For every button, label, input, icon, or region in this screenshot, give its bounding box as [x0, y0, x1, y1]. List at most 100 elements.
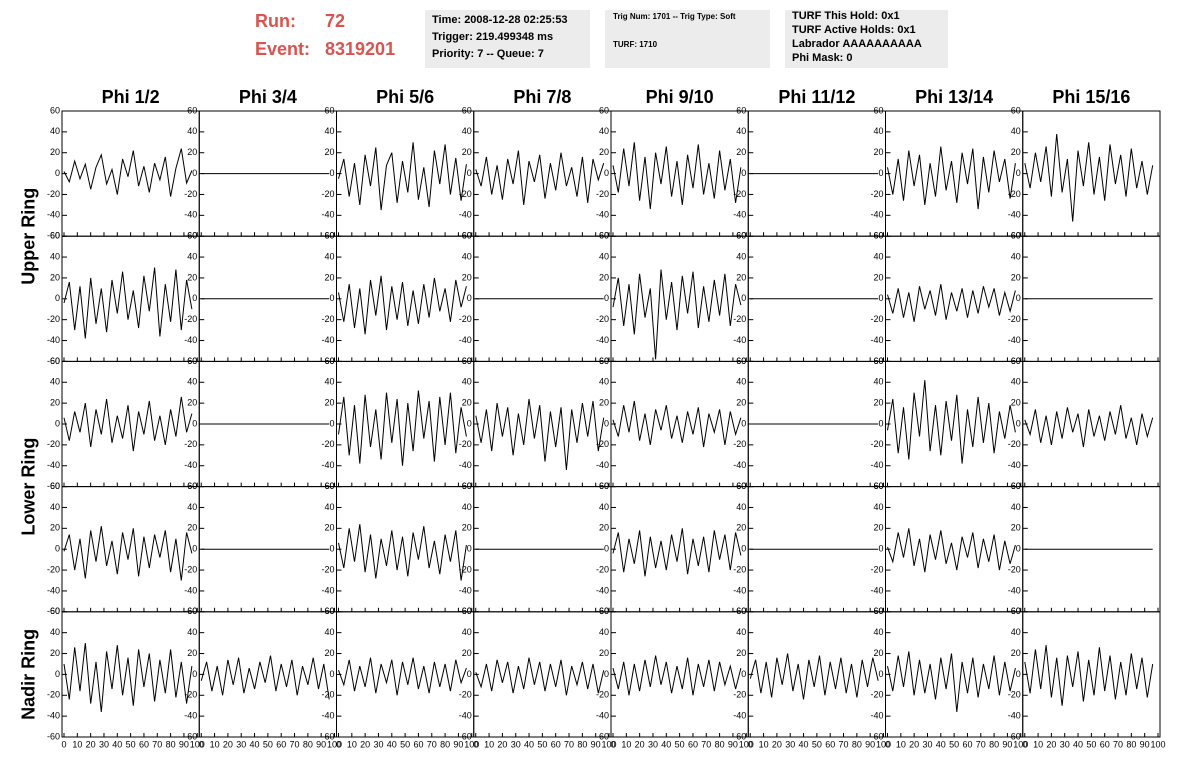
y-tick-label: -60	[596, 356, 609, 366]
y-tick-label: -40	[459, 460, 472, 470]
waveform	[475, 657, 605, 696]
y-tick-label: -40	[733, 335, 746, 345]
waveform	[475, 398, 605, 470]
y-tick-label: 60	[324, 481, 334, 491]
y-tick-label: -60	[459, 731, 472, 741]
y-tick-label: 60	[462, 105, 472, 115]
y-tick-label: -20	[47, 564, 60, 574]
y-tick-label: -40	[459, 585, 472, 595]
y-tick-label: 40	[599, 627, 609, 637]
trigger: Trigger: 219.499348 ms	[432, 31, 553, 43]
x-tick-label: 50	[1086, 739, 1096, 749]
y-tick-label: -20	[596, 564, 609, 574]
y-tick-label: 0	[741, 669, 746, 679]
y-tick-label: -20	[321, 439, 334, 449]
y-tick-label: -20	[870, 564, 883, 574]
x-tick-label: 90	[453, 739, 463, 749]
waveform	[338, 142, 467, 211]
y-tick-label: -20	[47, 189, 60, 199]
y-tick-label: -40	[733, 460, 746, 470]
x-tick-label: 70	[564, 739, 574, 749]
y-tick-label: -40	[47, 460, 60, 470]
x-tick-label: 50	[263, 739, 273, 749]
x-tick-label: 80	[1126, 739, 1136, 749]
x-tick-label: 40	[936, 739, 946, 749]
y-tick-label: 40	[324, 126, 334, 136]
y-tick-label: 0	[55, 544, 60, 554]
column-title: Phi 11/12	[778, 87, 855, 107]
panel-frame	[61, 486, 200, 613]
waveform	[200, 655, 330, 700]
x-tick-label: 20	[909, 739, 919, 749]
trig-num: Trig Num: 1701 -- Trig Type: Soft	[613, 12, 736, 21]
y-tick-label: 0	[192, 293, 197, 303]
turf: TURF: 1710	[613, 40, 658, 49]
y-tick-label: 60	[736, 356, 746, 366]
y-tick-label: 60	[873, 231, 883, 241]
y-tick-label: 60	[873, 606, 883, 616]
y-tick-label: 0	[467, 168, 472, 178]
y-tick-label: 40	[1011, 126, 1021, 136]
waveform	[612, 269, 742, 360]
y-tick-label: -60	[184, 731, 197, 741]
y-tick-label: -20	[459, 314, 472, 324]
y-tick-label: -40	[870, 460, 883, 470]
x-tick-label: 10	[621, 739, 631, 749]
x-tick-label: 60	[825, 739, 835, 749]
x-tick-label: 60	[1100, 739, 1110, 749]
x-tick-label: 40	[387, 739, 397, 749]
y-tick-label: 40	[736, 377, 746, 387]
x-tick-label: 70	[290, 739, 300, 749]
waveform	[338, 390, 467, 466]
y-tick-label: -40	[321, 585, 334, 595]
y-tick-label: 60	[187, 481, 197, 491]
y-tick-label: 0	[192, 418, 197, 428]
x-tick-label: 0	[61, 739, 66, 749]
y-tick-label: -20	[870, 314, 883, 324]
x-tick-label: 70	[1113, 739, 1123, 749]
y-tick-label: 20	[324, 523, 334, 533]
y-tick-label: 40	[462, 251, 472, 261]
y-tick-label: 40	[736, 251, 746, 261]
y-tick-label: 40	[187, 627, 197, 637]
y-tick-label: 60	[873, 481, 883, 491]
x-tick-label: 40	[524, 739, 534, 749]
y-tick-label: 0	[329, 293, 334, 303]
y-tick-label: -60	[47, 481, 60, 491]
x-tick-label: 70	[976, 739, 986, 749]
y-tick-label: -20	[459, 439, 472, 449]
y-tick-label: -40	[459, 210, 472, 220]
y-tick-label: 60	[50, 105, 60, 115]
y-tick-label: -60	[184, 606, 197, 616]
x-tick-label: 40	[661, 739, 671, 749]
y-tick-label: 60	[1011, 356, 1021, 366]
y-tick-label: 0	[329, 418, 334, 428]
y-tick-label: -20	[1008, 439, 1021, 449]
y-tick-label: -40	[870, 210, 883, 220]
x-tick-label: 60	[688, 739, 698, 749]
y-tick-label: 40	[50, 502, 60, 512]
y-tick-label: -40	[1008, 460, 1021, 470]
x-tick-label: 80	[440, 739, 450, 749]
y-tick-label: -60	[596, 606, 609, 616]
x-tick-label: 100	[1013, 739, 1028, 749]
column-title: Phi 1/2	[102, 87, 160, 107]
y-tick-label: -60	[733, 481, 746, 491]
y-tick-label: 20	[462, 272, 472, 282]
y-tick-label: 0	[741, 293, 746, 303]
y-tick-label: -60	[47, 731, 60, 741]
column-title: Phi 5/6	[376, 87, 434, 107]
y-tick-label: 20	[187, 272, 197, 282]
y-tick-label: -20	[733, 439, 746, 449]
y-tick-label: -60	[870, 231, 883, 241]
x-tick-label: 50	[949, 739, 959, 749]
waveform	[63, 643, 193, 713]
y-tick-label: 20	[187, 147, 197, 157]
y-tick-label: -40	[321, 335, 334, 345]
x-tick-label: 20	[772, 739, 782, 749]
column-title: Phi 13/14	[915, 87, 993, 107]
y-tick-label: 40	[736, 126, 746, 136]
y-tick-label: 60	[736, 481, 746, 491]
y-tick-label: 60	[324, 105, 334, 115]
y-tick-label: 40	[599, 377, 609, 387]
